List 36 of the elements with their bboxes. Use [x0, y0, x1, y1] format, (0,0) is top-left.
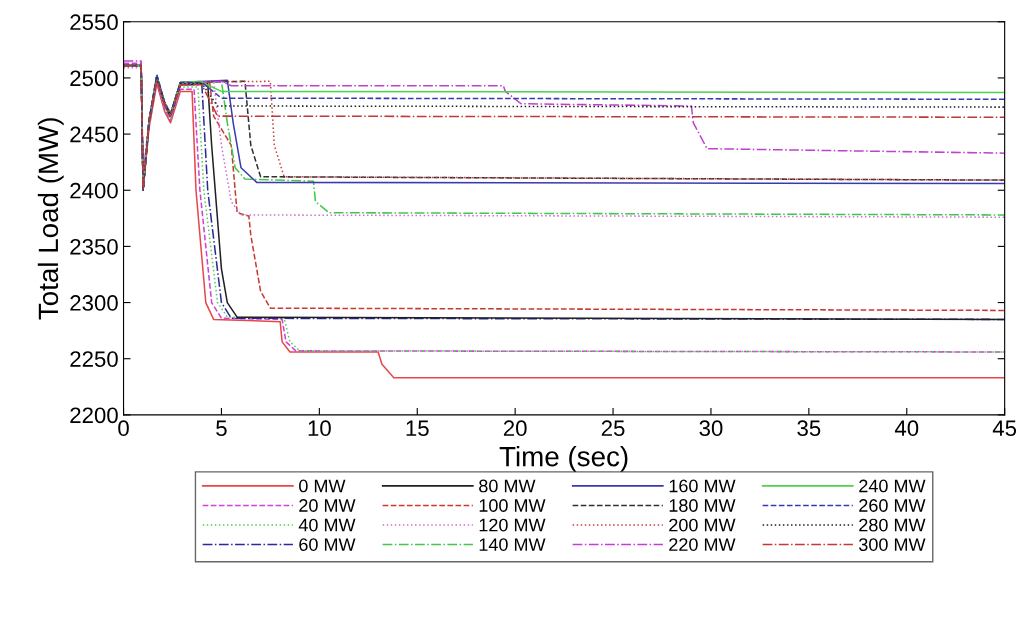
y-tick-label: 2550	[70, 14, 118, 31]
y-tick-label: 2200	[70, 407, 118, 424]
legend-label: 220 MW	[669, 538, 736, 551]
x-tick-label: 40	[894, 420, 919, 437]
legend-label: 300 MW	[859, 538, 926, 551]
legend-label: 140 MW	[479, 538, 546, 551]
legend-label: 20 MW	[299, 499, 356, 512]
y-tick-label: 2250	[70, 351, 118, 367]
legend-label: 60 MW	[299, 538, 356, 551]
x-tick-label: 10	[308, 420, 331, 437]
x-tick-label: 0	[118, 420, 129, 437]
y-tick-label: 2350	[70, 238, 118, 255]
x-axis-title: Time (sec)	[499, 446, 628, 472]
x-tick-label: 15	[406, 420, 429, 437]
x-tick-label: 45	[992, 420, 1017, 437]
legend-label: 280 MW	[859, 518, 926, 532]
y-tick-label: 2300	[70, 295, 118, 311]
y-tick-label: 2450	[70, 126, 118, 143]
x-tick-label: 25	[601, 420, 625, 437]
x-tick-label: 30	[699, 420, 723, 437]
legend-label: 40 MW	[298, 518, 356, 532]
y-tick-label: 2500	[70, 70, 118, 87]
legend-label: 100 MW	[479, 499, 546, 512]
legend-label: 260 MW	[859, 499, 926, 512]
x-tick-label: 5	[216, 420, 227, 437]
legend-label: 120 MW	[479, 518, 546, 532]
legend-label: 160 MW	[669, 479, 736, 493]
legend-label: 240 MW	[859, 479, 926, 493]
legend-label: 0 MW	[299, 479, 346, 493]
x-tick-label: 35	[797, 420, 821, 437]
x-tick-label: 20	[503, 420, 527, 437]
legend-label: 180 MW	[669, 499, 736, 512]
legend-label: 200 MW	[669, 518, 736, 532]
y-axis-title: Total Load (MW)	[37, 118, 64, 320]
y-tick-label: 2400	[70, 182, 118, 199]
legend-label: 80 MW	[479, 479, 536, 493]
